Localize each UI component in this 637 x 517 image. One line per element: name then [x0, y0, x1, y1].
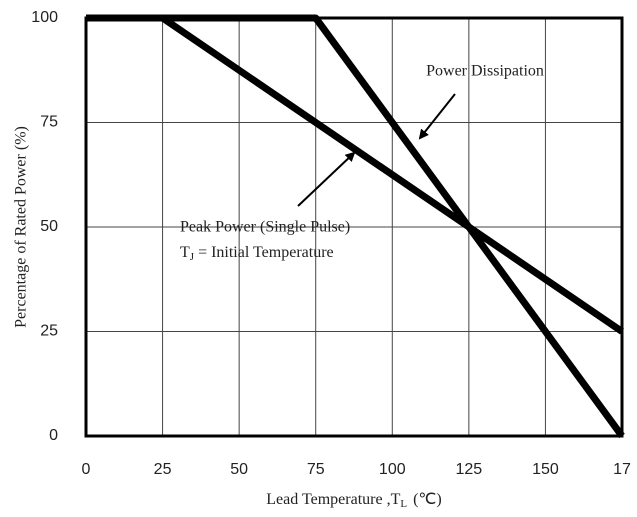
arrow — [418, 93, 456, 140]
x-tick-label: 125 — [456, 461, 483, 478]
y-tick-label: 75 — [40, 114, 58, 131]
x-tick-label: 0 — [82, 461, 91, 478]
plot-frame — [84, 16, 624, 438]
y-tick-label: 25 — [40, 323, 58, 340]
x-tick-label: 17 — [613, 461, 631, 478]
y-axis-label: Percentage of Rated Power (%) — [13, 126, 30, 328]
x-axis-label: Lead Temperature ,TL (℃) — [266, 491, 441, 510]
annotation: Peak Power (Single Pulse) — [180, 219, 350, 236]
y-tick-label: 100 — [31, 9, 58, 26]
y-tick-label: 0 — [49, 427, 58, 444]
annotation: Power Dissipation — [426, 63, 544, 80]
arrow — [297, 151, 356, 207]
x-tick-label: 75 — [307, 461, 325, 478]
x-tick-label: 50 — [230, 461, 248, 478]
annotation: TJ = Initial Temperature — [180, 244, 334, 263]
x-tick-label: 100 — [379, 461, 406, 478]
x-tick-label: 25 — [154, 461, 172, 478]
y-tick-label: 50 — [40, 218, 58, 235]
series-line — [86, 14, 624, 335]
x-tick-label: 150 — [532, 461, 559, 478]
